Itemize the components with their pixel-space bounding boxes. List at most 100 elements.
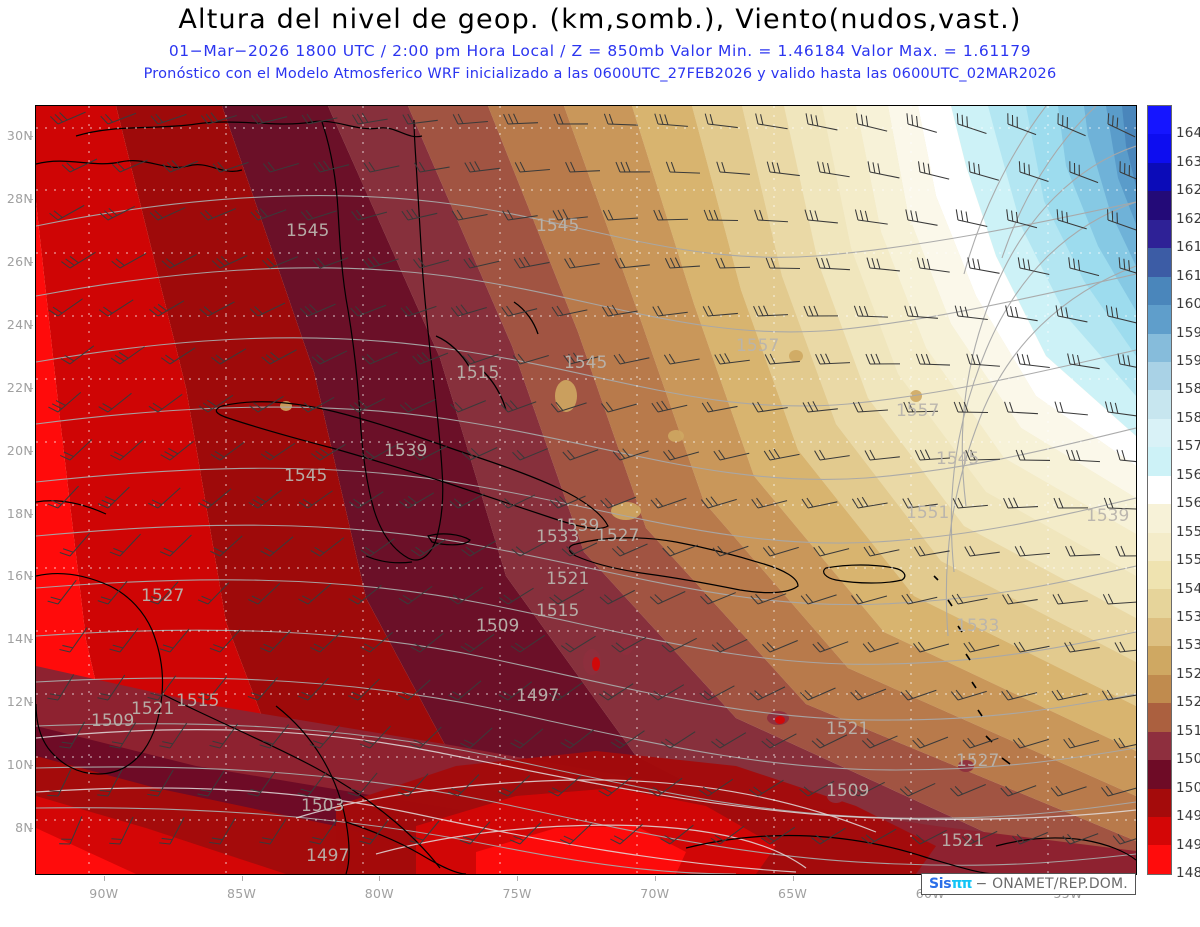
wind-barb: [1115, 545, 1136, 557]
x-tick-mark: [792, 876, 794, 881]
wind-barb: [961, 830, 998, 845]
wind-barb: [1050, 785, 1087, 797]
wind-barb: [198, 488, 232, 509]
wind-barb: [700, 496, 737, 509]
wind-barb: [553, 113, 589, 125]
map-plot-area[interactable]: 1545 1545 1545 1545 1557 1557 1551 1545 1539 1539…: [35, 105, 1137, 875]
wind-barb: [817, 161, 850, 178]
wind-barb: [511, 541, 547, 557]
wind-barb: [962, 737, 999, 749]
wind-barb: [611, 636, 647, 653]
colorbar-tick: 1527: [1176, 665, 1200, 682]
contour-label: 1539: [1086, 506, 1129, 526]
wind-barb: [650, 497, 687, 509]
wind-barb: [510, 634, 546, 653]
wind-barb: [399, 399, 436, 413]
wind-barb: [210, 441, 245, 461]
wind-barb: [400, 305, 437, 317]
colorbar-tick: 1497: [1176, 808, 1200, 825]
colorbar-tick: 1563: [1176, 495, 1200, 512]
colorbar-tick: 1533: [1176, 637, 1200, 654]
wind-barb: [361, 351, 398, 365]
colorbar-tick: 1539: [1176, 609, 1200, 625]
wind-barb: [654, 113, 688, 127]
geopotential-height-map: 1545 1545 1545 1545 1557 1557 1551 1545 1539 1539…: [36, 106, 1136, 874]
wind-barb: [300, 209, 337, 221]
wind-barb: [413, 161, 450, 173]
wind-barb: [109, 722, 137, 749]
colorbar-swatch: [1148, 162, 1171, 192]
wind-barb: [950, 784, 986, 797]
wind-barb: [751, 497, 788, 509]
wind-barb: [663, 353, 700, 365]
contour-label: 1515: [176, 691, 219, 711]
colorbar-swatch: [1148, 816, 1171, 846]
wind-barb: [649, 684, 685, 701]
wind-barb: [598, 776, 632, 797]
wind-barb: [360, 538, 395, 557]
wind-barb: [462, 353, 499, 365]
wind-barb: [1119, 161, 1136, 185]
wind-barb: [614, 257, 650, 269]
contour-label: 1533: [536, 527, 579, 547]
wind-barb: [299, 396, 335, 413]
wind-barb: [111, 159, 148, 173]
wind-barb: [902, 497, 938, 509]
y-tick-label: 30N: [6, 128, 33, 144]
wind-barb: [899, 782, 936, 797]
wind-barb: [601, 304, 638, 317]
wind-barb: [59, 532, 91, 557]
wind-barb: [711, 732, 747, 749]
wind-barb: [611, 543, 648, 557]
wind-barb: [109, 627, 139, 653]
colorbar-swatch: [1148, 191, 1171, 220]
wind-barb: [1015, 449, 1051, 461]
wind-barb: [360, 631, 393, 653]
wind-barb: [148, 393, 183, 413]
colorbar-swatch: [1148, 305, 1171, 334]
wind-barb: [501, 305, 538, 317]
wind-barb: [1068, 257, 1100, 277]
colorbar-tick: 1605: [1176, 296, 1200, 313]
x-tick-mark: [103, 876, 105, 881]
wind-barb: [811, 827, 846, 845]
wind-barb: [1101, 785, 1136, 797]
wind-barb: [161, 253, 197, 269]
wind-barb: [660, 824, 694, 845]
wind-barb: [297, 771, 327, 797]
y-tick-mark: [28, 450, 33, 452]
colorbar-tick: 1509: [1176, 751, 1200, 768]
wind-barb: [200, 208, 236, 221]
wind-barb: [651, 400, 688, 413]
contour-label: 1557: [896, 401, 939, 421]
wind-barb: [862, 641, 899, 653]
wind-barb: [866, 257, 900, 272]
wind-barb: [952, 497, 988, 509]
wind-barb: [452, 113, 488, 125]
colorbar[interactable]: [1147, 105, 1172, 875]
wind-barb: [699, 685, 735, 701]
wind-barb: [451, 209, 488, 221]
wind-barb: [749, 686, 786, 701]
wind-barb: [803, 305, 839, 317]
wind-barb: [755, 113, 788, 130]
wind-barb: [865, 353, 901, 365]
wind-barb: [662, 544, 699, 557]
wind-barb: [47, 768, 72, 797]
wind-barb: [548, 682, 583, 701]
wind-barb: [1104, 401, 1136, 417]
wind-barb: [904, 305, 938, 319]
wind-barb: [160, 347, 196, 365]
wind-barb: [560, 729, 595, 749]
y-tick-mark: [28, 199, 33, 201]
wind-barb: [764, 353, 800, 365]
onamet-logo: Sis ππ − ONAMET/REP.DOM.: [921, 873, 1136, 895]
wind-barb: [197, 676, 228, 701]
wind-barb: [498, 775, 531, 797]
wind-barb: [1112, 833, 1136, 845]
wind-barb: [1000, 785, 1037, 797]
wind-barb: [514, 161, 550, 173]
wind-barb: [552, 209, 588, 221]
wind-barb: [712, 545, 749, 557]
